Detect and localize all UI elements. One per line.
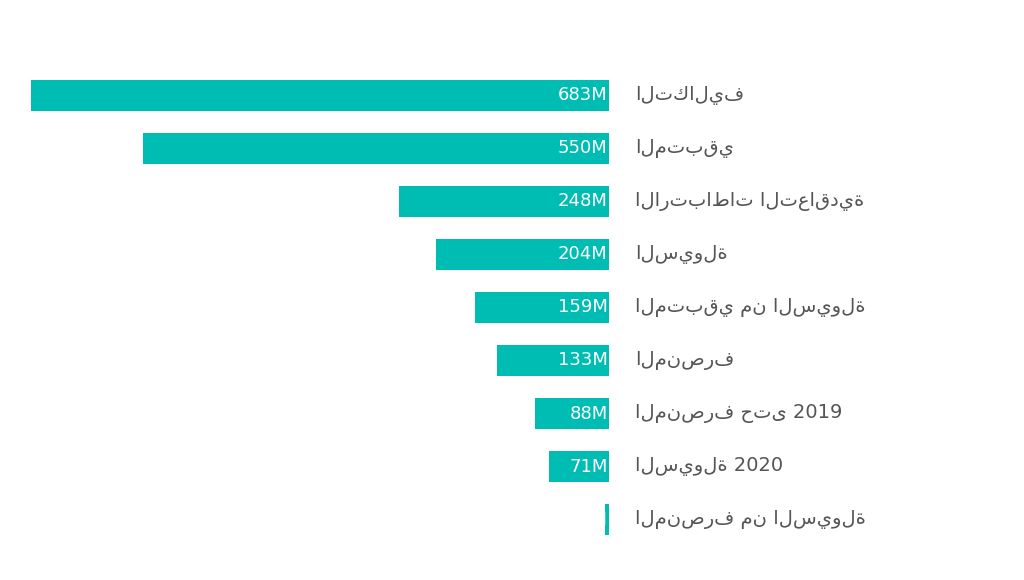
Text: 204M: 204M <box>558 245 607 263</box>
Text: 71M: 71M <box>569 458 607 476</box>
Text: المنصرف حتى 2019: المنصرف حتى 2019 <box>635 404 843 423</box>
Text: 5M: 5M <box>581 510 607 528</box>
Text: 133M: 133M <box>558 351 607 369</box>
Text: السيولة: السيولة <box>635 245 727 264</box>
Bar <box>399 186 609 217</box>
Text: المتبقي من السيولة: المتبقي من السيولة <box>635 298 865 317</box>
Text: المتبقي: المتبقي <box>635 139 734 158</box>
Bar <box>436 239 609 270</box>
Text: 550M: 550M <box>558 139 607 157</box>
Text: 88M: 88M <box>569 404 607 422</box>
Text: التكاليف: التكاليف <box>635 86 744 104</box>
Text: 683M: 683M <box>558 86 607 104</box>
Bar <box>31 80 609 111</box>
Bar <box>497 345 609 376</box>
Bar <box>549 451 609 482</box>
Text: المنصرف من السيولة: المنصرف من السيولة <box>635 510 865 529</box>
Bar <box>474 292 609 323</box>
Text: المنصرف: المنصرف <box>635 351 734 370</box>
Text: 248M: 248M <box>558 193 607 211</box>
Bar <box>535 398 609 429</box>
Bar <box>143 133 609 164</box>
Bar <box>605 504 609 535</box>
Text: 159M: 159M <box>558 298 607 317</box>
Text: السيولة 2020: السيولة 2020 <box>635 457 783 476</box>
Text: الارتباطات التعاقدية: الارتباطات التعاقدية <box>635 192 864 211</box>
